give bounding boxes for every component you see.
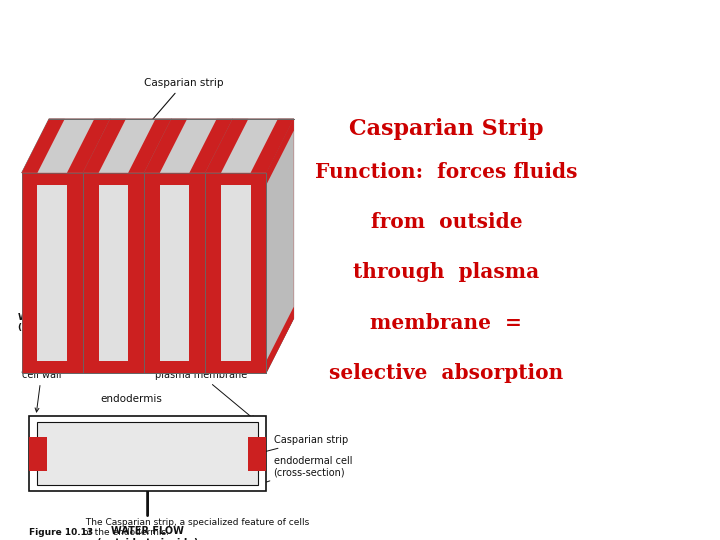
Polygon shape: [144, 361, 205, 373]
Polygon shape: [22, 173, 37, 373]
Polygon shape: [83, 173, 144, 185]
Polygon shape: [205, 119, 294, 173]
Polygon shape: [205, 361, 266, 373]
Polygon shape: [83, 173, 99, 373]
Bar: [248, 436, 266, 470]
Text: from  outside: from outside: [371, 212, 522, 232]
Polygon shape: [37, 185, 67, 361]
Polygon shape: [99, 185, 128, 361]
Polygon shape: [22, 173, 83, 373]
Polygon shape: [266, 131, 294, 361]
Polygon shape: [22, 119, 110, 173]
Polygon shape: [99, 119, 156, 173]
Text: WATER FLOW
(outside to inside): WATER FLOW (outside to inside): [18, 313, 112, 332]
Polygon shape: [128, 173, 144, 373]
Polygon shape: [189, 173, 205, 373]
Text: Figure 10.13: Figure 10.13: [29, 528, 93, 537]
Text: membrane  =: membrane =: [371, 313, 522, 333]
Polygon shape: [83, 361, 144, 373]
Bar: [29, 416, 266, 491]
Polygon shape: [251, 173, 266, 373]
Text: through  plasma: through plasma: [354, 262, 539, 282]
Polygon shape: [144, 119, 233, 173]
Polygon shape: [144, 173, 205, 373]
Polygon shape: [83, 119, 171, 173]
Polygon shape: [266, 119, 294, 373]
Polygon shape: [67, 173, 83, 373]
Text: Casparian strip: Casparian strip: [261, 435, 348, 454]
Polygon shape: [205, 173, 266, 373]
Polygon shape: [22, 173, 83, 185]
Polygon shape: [205, 173, 221, 373]
Polygon shape: [266, 119, 294, 185]
Polygon shape: [221, 185, 251, 361]
Polygon shape: [160, 185, 189, 361]
Polygon shape: [83, 119, 171, 173]
Polygon shape: [22, 119, 110, 173]
Text: selective  absorption: selective absorption: [329, 363, 564, 383]
Polygon shape: [144, 173, 160, 373]
Polygon shape: [144, 119, 233, 173]
Polygon shape: [221, 119, 278, 173]
Polygon shape: [37, 119, 94, 173]
Text: WATER FLOW
(outside to inside): WATER FLOW (outside to inside): [97, 526, 198, 540]
Polygon shape: [160, 119, 217, 173]
Text: endodermis: endodermis: [101, 394, 163, 404]
Polygon shape: [266, 119, 294, 373]
Text: Casparian strip: Casparian strip: [132, 78, 223, 143]
Polygon shape: [205, 173, 266, 185]
Text: cell wall: cell wall: [22, 370, 61, 412]
Text: endodermal cell
(cross-section): endodermal cell (cross-section): [261, 456, 352, 484]
Text: Casparian Strip: Casparian Strip: [349, 118, 544, 140]
Bar: [29, 436, 47, 470]
Text: The Casparian strip, a specialized feature of cells
of the endodermis.: The Casparian strip, a specialized featu…: [83, 518, 309, 537]
Text: plasma membrane: plasma membrane: [155, 370, 255, 420]
Text: Function:  forces fluids: Function: forces fluids: [315, 162, 577, 182]
Polygon shape: [266, 307, 294, 373]
Polygon shape: [22, 361, 83, 373]
Bar: [37, 422, 258, 485]
Polygon shape: [205, 119, 294, 173]
Polygon shape: [144, 173, 205, 185]
Polygon shape: [83, 173, 144, 373]
